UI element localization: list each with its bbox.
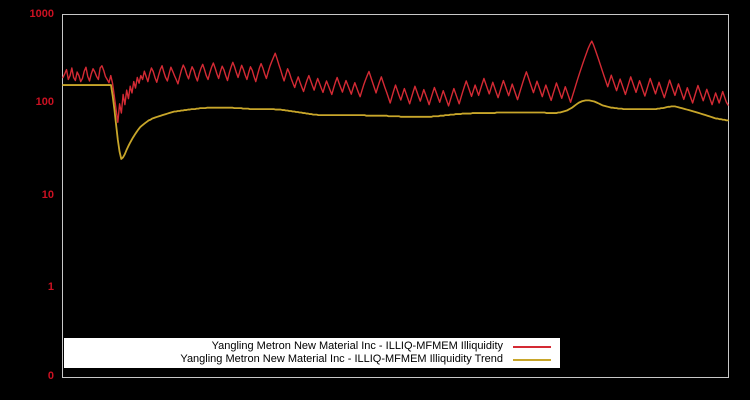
series-line-illiquidity [62,40,729,124]
legend-swatch-illiquidity-trend [513,358,551,361]
series-line-illiquidity-trend [62,84,729,160]
legend-swatch-illiquidity [513,345,551,348]
ytick-label-100: 100 [35,96,54,108]
ytick-label-1000: 1000 [29,8,54,20]
ytick-label-1: 1 [47,281,54,293]
legend-entry-illiquidity: Yangling Metron New Material Inc - ILLIQ… [65,340,559,353]
chart-legend: Yangling Metron New Material Inc - ILLIQ… [64,338,560,368]
legend-entry-illiquidity-trend: Yangling Metron New Material Inc - ILLIQ… [65,353,559,366]
ytick-label-10: 10 [41,189,54,201]
ytick-label-0: 0 [47,370,54,382]
legend-label-illiquidity: Yangling Metron New Material Inc - ILLIQ… [211,340,503,352]
plot-frame [62,14,729,378]
series-layer [62,40,729,160]
legend-label-illiquidity-trend: Yangling Metron New Material Inc - ILLIQ… [180,353,503,365]
